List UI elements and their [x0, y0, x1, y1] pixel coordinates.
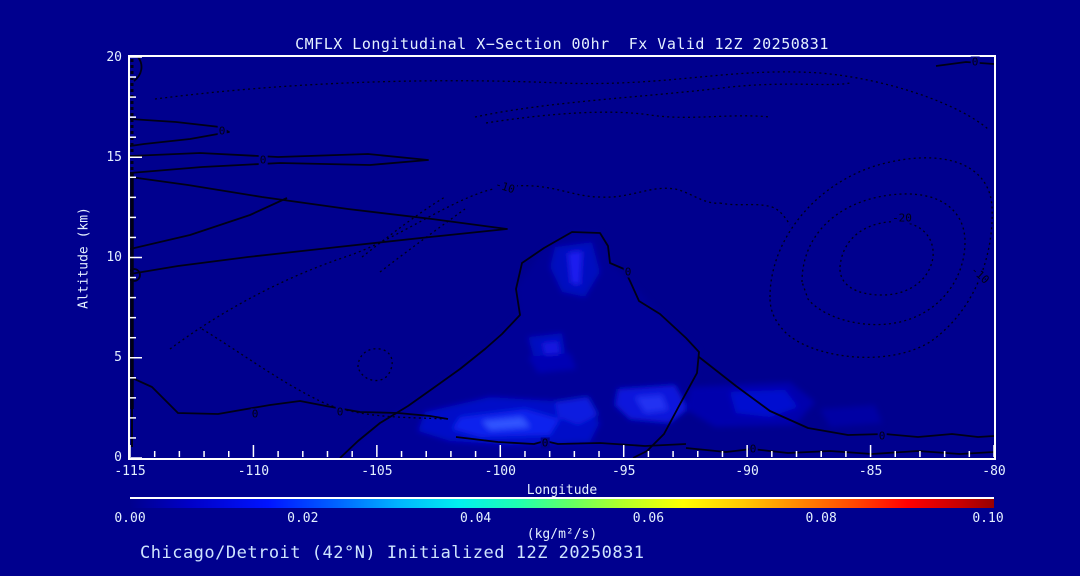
y-tick-5: 5: [114, 350, 122, 365]
contour-label: 0: [250, 407, 260, 421]
y-tick-10: 10: [106, 250, 122, 265]
contour-lines-layer: [130, 57, 994, 458]
x-tick--80: -80: [982, 464, 1006, 479]
x-tick--90: -90: [735, 464, 759, 479]
colorbar-tick: 0.04: [459, 511, 492, 526]
contour-label: 0: [335, 405, 345, 419]
contour-label: 0: [258, 153, 268, 167]
colorbar-tick: 0.00: [114, 511, 146, 526]
shaded-cells-layer: [340, 232, 882, 458]
plot-area: 0 0 -10 0 -20 -10 0 0 0 0 0 0: [128, 55, 996, 460]
chart-title: CMFLX Longitudinal X−Section 00hr Fx Val…: [295, 35, 829, 53]
y-tick-20: 20: [106, 50, 122, 65]
contour-label: 0: [540, 436, 550, 450]
colorbar: [130, 497, 994, 508]
x-tick--105: -105: [361, 464, 393, 479]
x-tick--100: -100: [484, 464, 516, 479]
axis-ticks: [130, 57, 994, 458]
y-tick-0: 0: [114, 450, 122, 465]
x-tick--110: -110: [237, 464, 270, 479]
colorbar-units-label: (kg/m²/s): [526, 527, 598, 542]
x-tick--85: -85: [858, 464, 883, 479]
colorbar-tick: 0.08: [805, 511, 837, 526]
x-tick--95: -95: [611, 464, 636, 479]
contour-label: -20: [891, 211, 913, 225]
y-tick-15: 15: [106, 150, 122, 165]
colorbar-tick: 0.10: [972, 511, 1004, 526]
contour-label: 0: [623, 265, 633, 279]
x-axis-label: Longitude: [526, 483, 598, 498]
contour-label: 0: [970, 55, 980, 69]
colorbar-tick: 0.06: [632, 511, 665, 526]
contour-label: 0: [748, 442, 758, 456]
contour-label: 0: [217, 124, 227, 138]
x-tick--115: -115: [114, 464, 146, 479]
initialization-caption: Chicago/Detroit (42°N) Initialized 12Z 2…: [140, 543, 645, 563]
contour-label: 0: [877, 429, 887, 443]
colorbar-tick: 0.02: [287, 511, 319, 526]
